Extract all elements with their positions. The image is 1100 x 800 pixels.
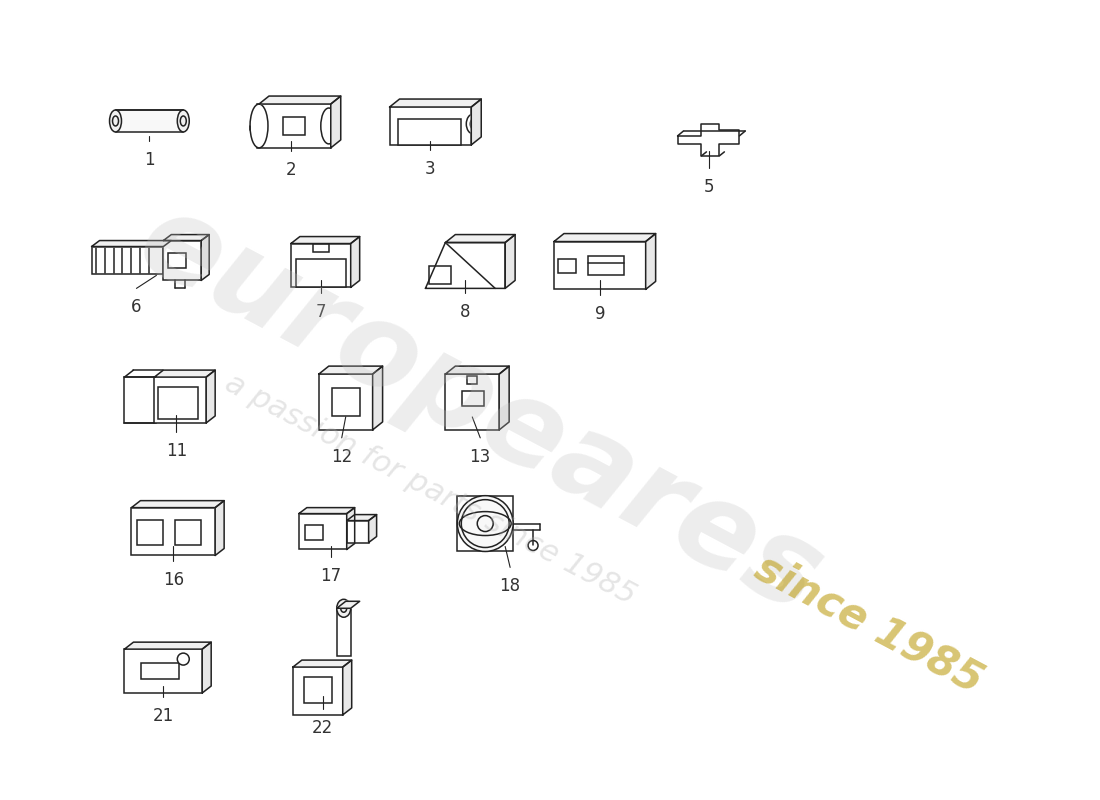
Bar <box>293 667 343 715</box>
Polygon shape <box>293 660 352 667</box>
Polygon shape <box>258 96 341 104</box>
Ellipse shape <box>321 108 337 144</box>
Bar <box>296 259 345 287</box>
Bar <box>332 388 360 416</box>
Text: 18: 18 <box>499 578 520 595</box>
Bar <box>389 107 471 145</box>
Text: 8: 8 <box>460 303 471 322</box>
Text: 6: 6 <box>131 298 142 316</box>
Ellipse shape <box>458 496 513 551</box>
Bar <box>319 374 373 430</box>
Polygon shape <box>554 234 656 242</box>
Polygon shape <box>368 514 376 542</box>
Bar <box>587 255 624 275</box>
Bar <box>124 649 202 693</box>
Ellipse shape <box>337 599 351 618</box>
Bar <box>446 374 499 430</box>
Bar <box>462 391 484 406</box>
Polygon shape <box>299 508 354 514</box>
Polygon shape <box>163 234 209 241</box>
Polygon shape <box>373 366 383 430</box>
Bar <box>554 242 646 290</box>
Polygon shape <box>646 234 656 290</box>
Ellipse shape <box>177 110 189 132</box>
Bar <box>558 259 576 274</box>
Polygon shape <box>343 660 352 715</box>
Bar <box>116 110 184 132</box>
Bar <box>305 525 322 539</box>
Polygon shape <box>426 242 505 288</box>
Bar <box>124 377 156 423</box>
Ellipse shape <box>177 653 189 665</box>
Bar <box>312 243 329 251</box>
Bar <box>91 246 163 274</box>
Text: 17: 17 <box>320 567 341 586</box>
Polygon shape <box>678 124 739 156</box>
Text: 12: 12 <box>331 448 352 466</box>
Bar <box>304 677 332 703</box>
Text: 3: 3 <box>425 160 436 178</box>
Text: 7: 7 <box>316 303 326 322</box>
Text: 2: 2 <box>286 161 296 179</box>
Polygon shape <box>124 642 211 649</box>
Polygon shape <box>206 370 216 423</box>
Polygon shape <box>337 602 360 608</box>
Text: 5: 5 <box>704 178 715 196</box>
Bar <box>337 608 351 656</box>
Text: 11: 11 <box>166 442 187 460</box>
Bar <box>290 243 351 287</box>
Polygon shape <box>446 366 509 374</box>
Text: a passion for parts since 1985: a passion for parts since 1985 <box>220 369 640 610</box>
Bar <box>346 521 368 542</box>
Bar <box>142 663 179 679</box>
Polygon shape <box>346 508 354 550</box>
Polygon shape <box>499 366 509 430</box>
Text: 1: 1 <box>144 151 155 169</box>
Ellipse shape <box>528 541 538 550</box>
Bar <box>468 376 477 384</box>
Polygon shape <box>319 366 383 374</box>
Bar <box>283 117 305 135</box>
Polygon shape <box>446 234 515 242</box>
Polygon shape <box>132 501 224 508</box>
Polygon shape <box>202 642 211 693</box>
Text: 21: 21 <box>153 707 174 725</box>
Bar <box>158 387 198 419</box>
Bar <box>458 496 513 551</box>
Bar <box>168 253 186 269</box>
Polygon shape <box>91 241 172 246</box>
Ellipse shape <box>110 110 121 132</box>
Ellipse shape <box>466 114 481 134</box>
Polygon shape <box>389 99 481 107</box>
Bar <box>175 519 201 546</box>
Polygon shape <box>505 234 515 288</box>
Text: 22: 22 <box>312 719 333 737</box>
Polygon shape <box>351 237 360 287</box>
Polygon shape <box>201 234 209 281</box>
Text: 16: 16 <box>163 571 184 590</box>
Bar <box>429 266 451 285</box>
Bar <box>154 377 206 423</box>
Text: europeares: europeares <box>120 182 842 638</box>
Text: 13: 13 <box>470 448 491 466</box>
Bar <box>132 508 216 555</box>
Bar <box>299 514 346 550</box>
Bar <box>397 119 461 145</box>
Bar <box>163 241 201 281</box>
Text: 9: 9 <box>595 306 605 323</box>
Polygon shape <box>290 237 360 243</box>
Polygon shape <box>154 370 216 377</box>
Bar <box>257 104 331 148</box>
Polygon shape <box>346 514 376 521</box>
Ellipse shape <box>250 104 268 148</box>
Polygon shape <box>471 99 481 145</box>
Polygon shape <box>216 501 224 555</box>
Polygon shape <box>331 96 341 148</box>
Bar <box>138 519 163 546</box>
Text: since 1985: since 1985 <box>748 546 990 702</box>
